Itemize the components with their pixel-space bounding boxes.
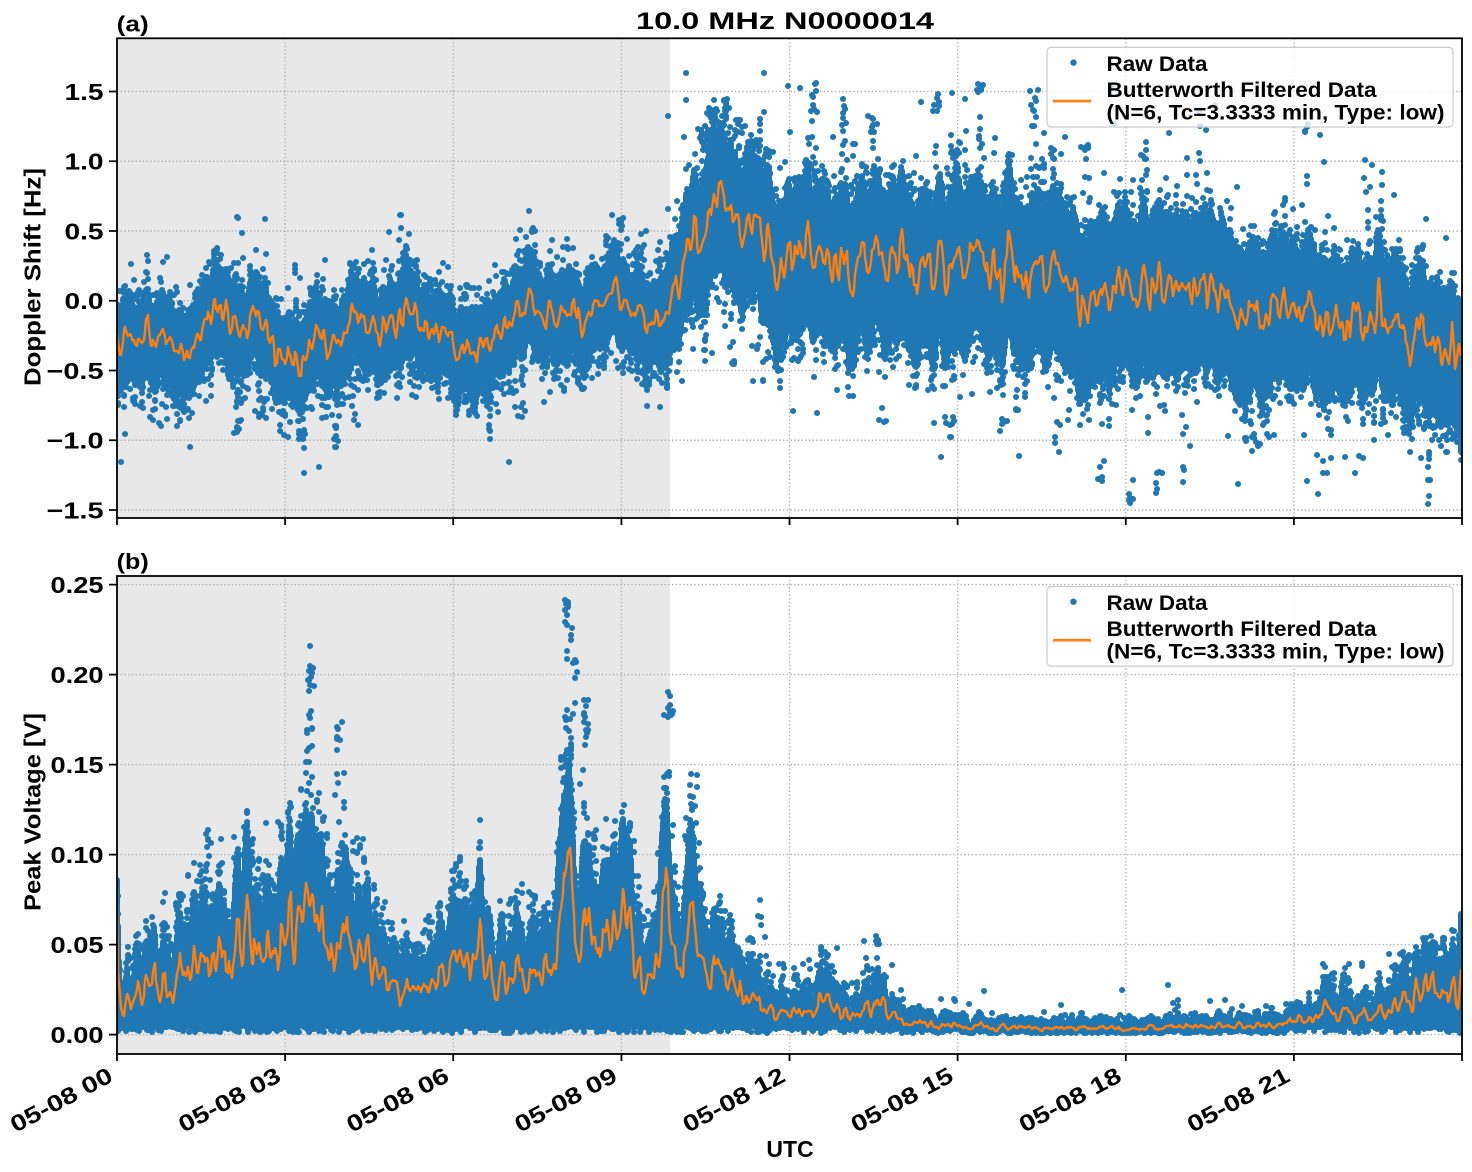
svg-text:Peak Voltage [V]: Peak Voltage [V] [20,713,46,911]
svg-text:(N=6, Tc=3.3333 min, Type: low: (N=6, Tc=3.3333 min, Type: low) [1107,101,1445,124]
svg-text:UTC: UTC [766,1136,813,1162]
svg-text:1.5: 1.5 [65,79,104,105]
svg-text:Raw Data: Raw Data [1107,53,1208,76]
svg-text:−1.5: −1.5 [47,497,104,523]
svg-text:−0.5: −0.5 [47,358,104,384]
svg-text:10.0 MHz N0000014: 10.0 MHz N0000014 [636,8,935,35]
svg-text:0.15: 0.15 [51,752,104,778]
svg-text:0.00: 0.00 [51,1022,104,1048]
svg-text:0.20: 0.20 [51,662,104,688]
svg-text:Doppler Shift [Hz]: Doppler Shift [Hz] [20,168,46,386]
svg-text:0.05: 0.05 [51,932,104,958]
svg-text:0.5: 0.5 [65,218,104,244]
svg-text:Butterworth Filtered Data: Butterworth Filtered Data [1107,79,1377,102]
svg-text:Butterworth Filtered Data: Butterworth Filtered Data [1107,618,1377,641]
svg-text:(N=6, Tc=3.3333 min, Type: low: (N=6, Tc=3.3333 min, Type: low) [1107,641,1445,664]
svg-text:1.0: 1.0 [65,149,104,175]
svg-text:0.10: 0.10 [51,842,104,868]
svg-text:(b): (b) [117,549,149,574]
svg-text:0.25: 0.25 [51,572,104,598]
svg-text:(a): (a) [117,12,149,37]
svg-text:Raw Data: Raw Data [1107,592,1208,615]
svg-text:−1.0: −1.0 [47,428,104,454]
svg-text:0.0: 0.0 [65,288,104,314]
